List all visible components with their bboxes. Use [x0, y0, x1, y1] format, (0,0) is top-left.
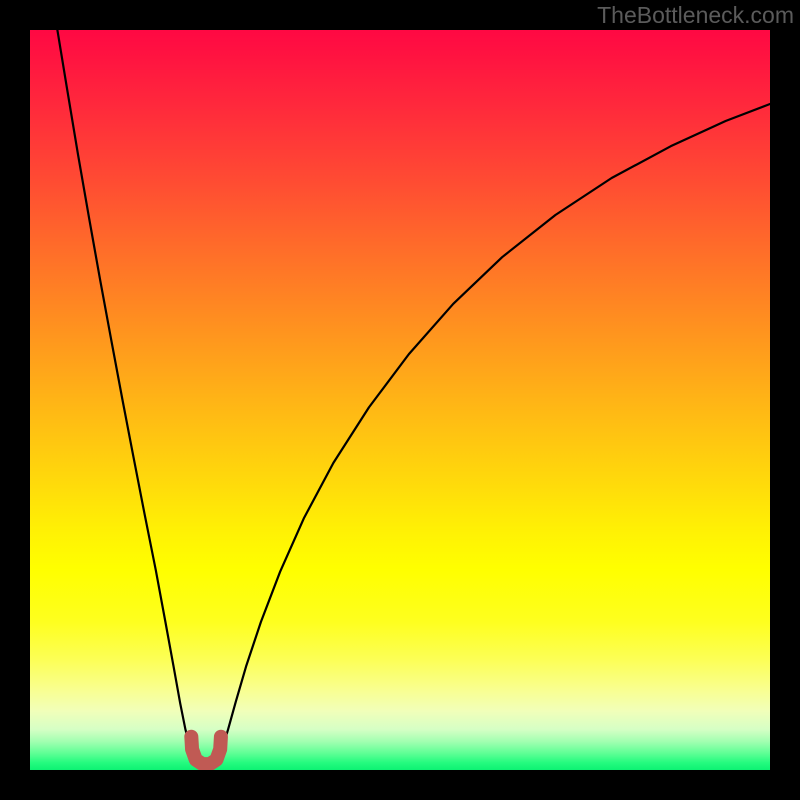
chart-container: TheBottleneck.com — [0, 0, 800, 800]
watermark-text: TheBottleneck.com — [597, 2, 794, 29]
gradient-background — [30, 30, 770, 770]
plot-area — [30, 30, 770, 770]
